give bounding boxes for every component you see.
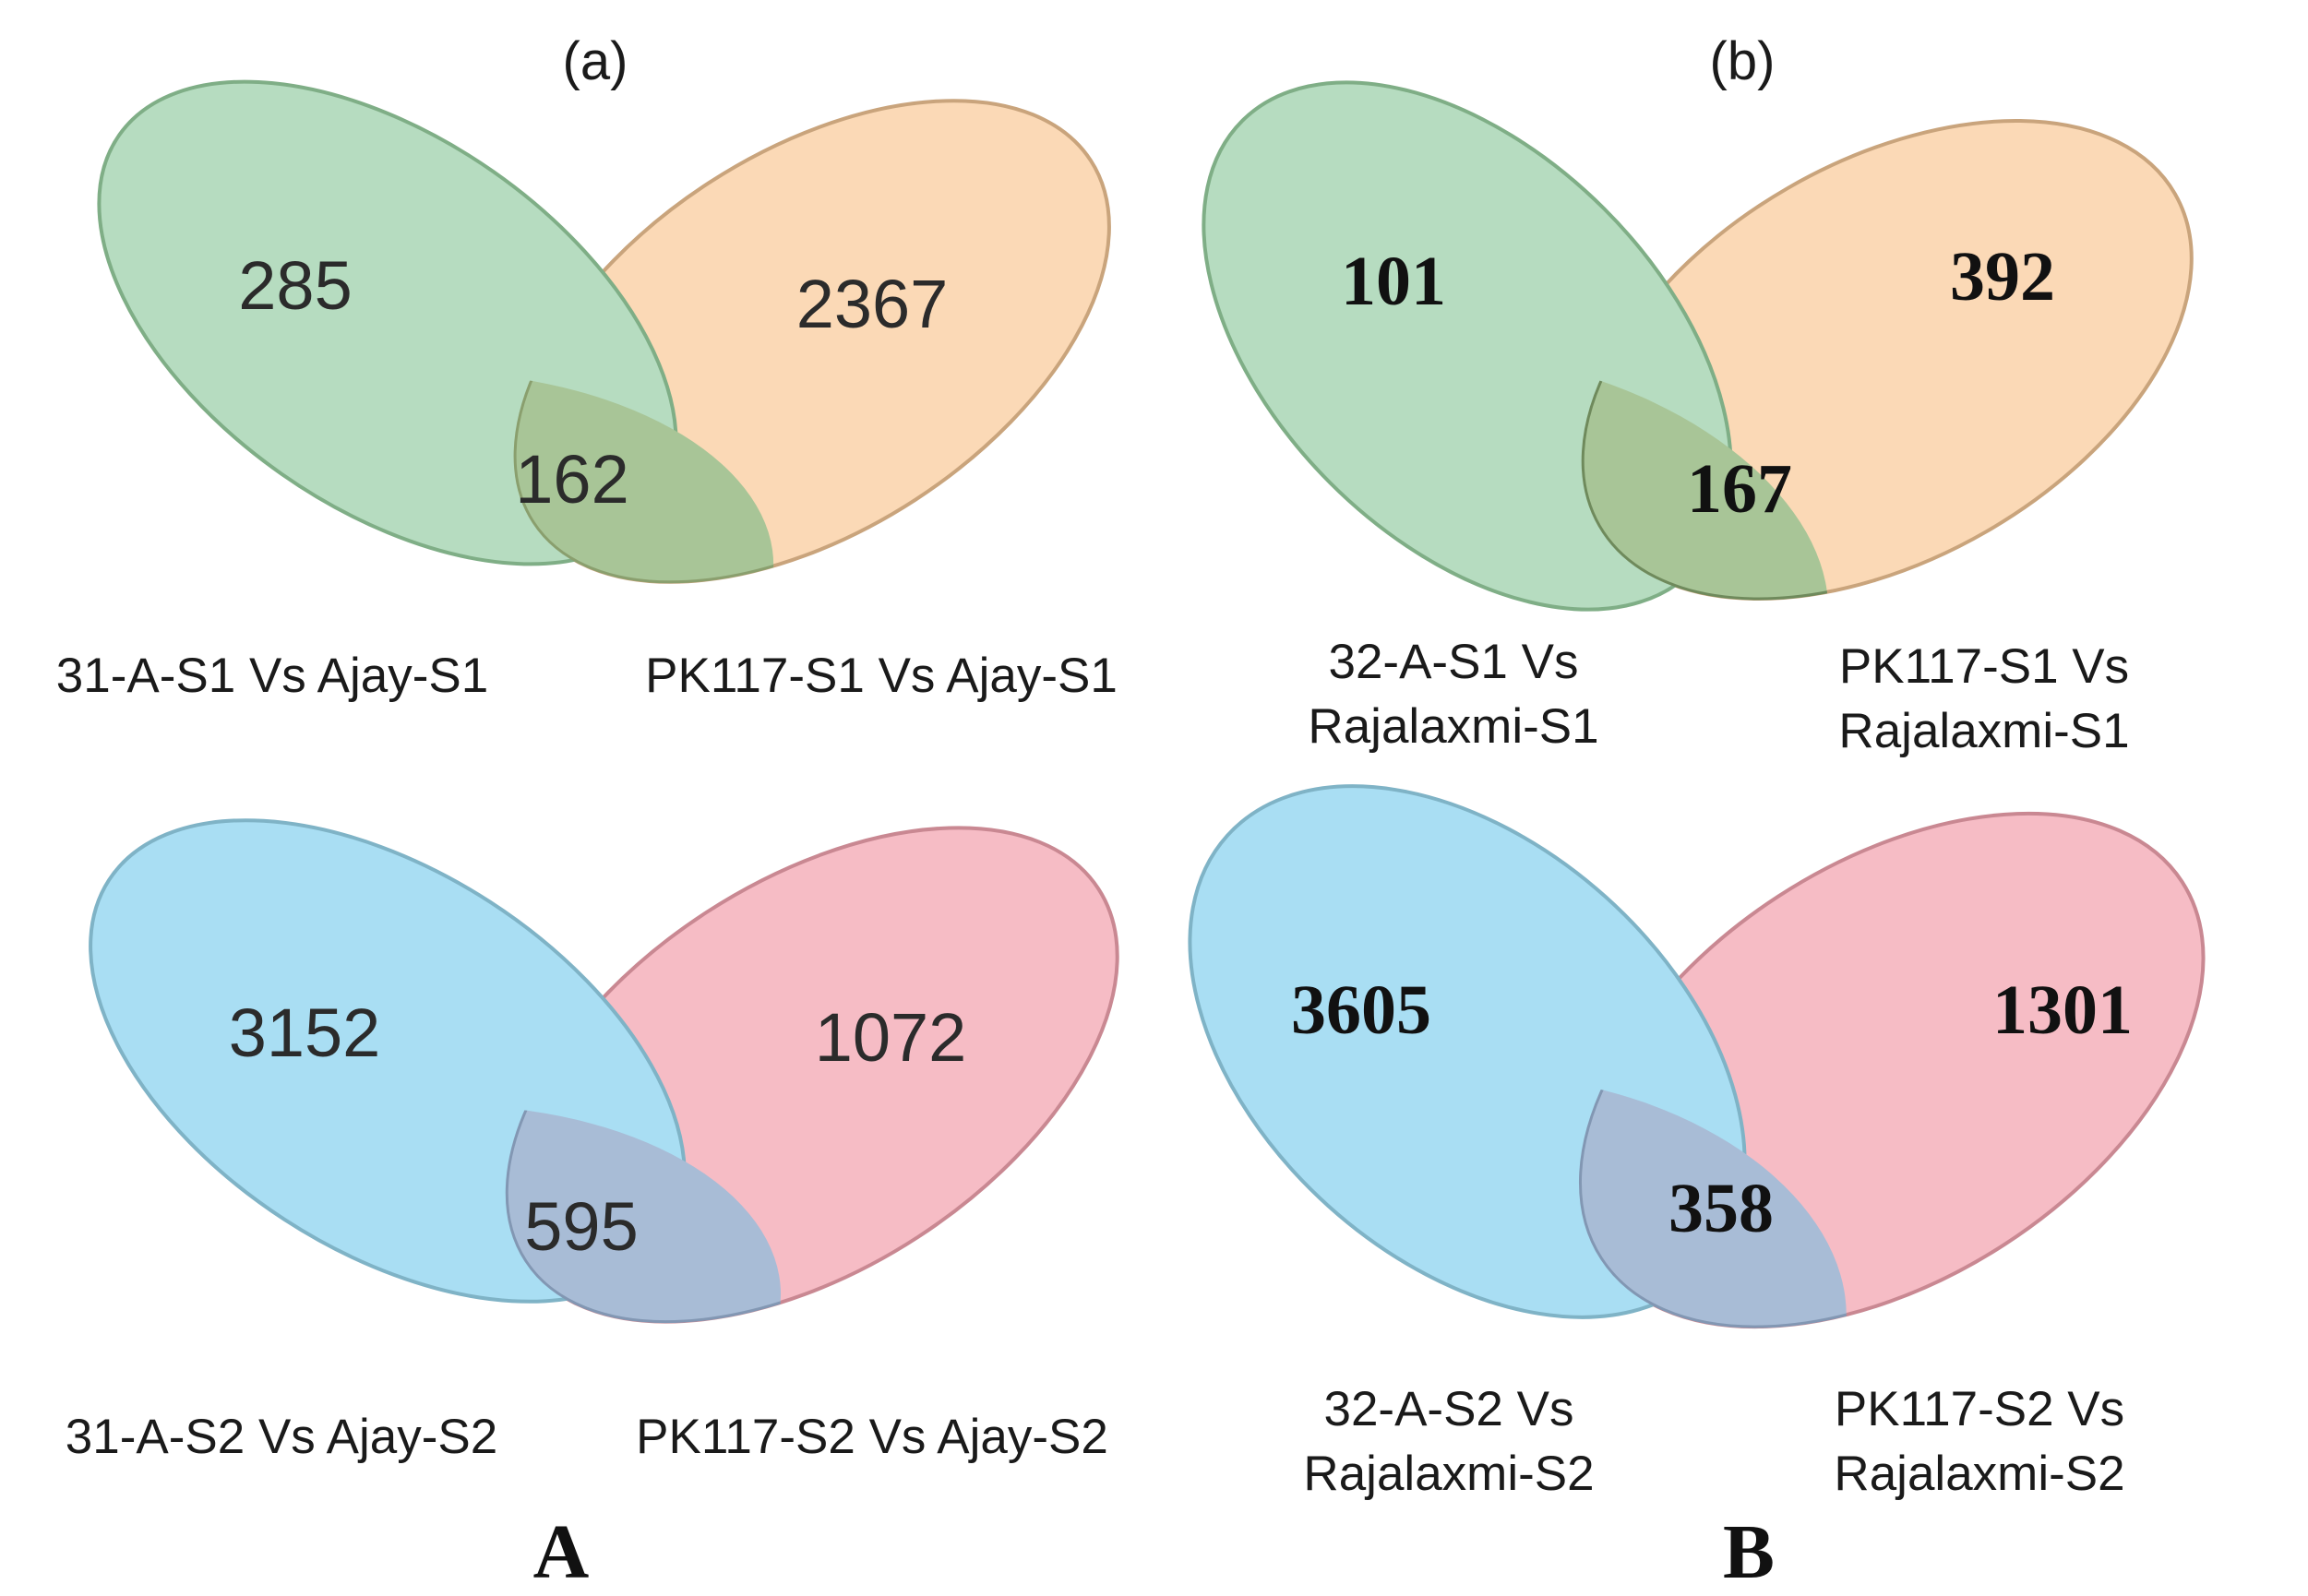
venn-a-s2-right-label: PK117-S2 Vs Ajay-S2: [636, 1410, 1108, 1464]
venn-a-s1-left-label: 31-A-S1 Vs Ajay-S1: [56, 649, 488, 703]
venn-a-s2-left-label: 31-A-S2 Vs Ajay-S2: [66, 1410, 497, 1464]
venn-a-s2-left-count: 3152: [229, 995, 381, 1071]
venn-b-s2-overlap: [1578, 1030, 1878, 1328]
venn-b-s2: 3605 1301 358 32-A-S2 Vs Rajalaxmi-S2 PK…: [1188, 784, 2206, 1501]
venn-b-s2-left-label-line1: 32-A-S2 Vs: [1323, 1382, 1573, 1436]
venn-b-s1-overlap-count: 167: [1687, 450, 1792, 528]
venn-b-s1-overlap: [1581, 288, 1875, 601]
venn-b-s1-left-count: 101: [1341, 243, 1446, 320]
venn-b-s1-right-count: 392: [1950, 238, 2055, 316]
venn-a-s1-overlap: [513, 361, 781, 584]
venn-a-s1-left-count: 285: [238, 247, 352, 324]
venn-b-s1: 101 392 167 32-A-S1 Vs Rajalaxmi-S1 PK11…: [1202, 80, 2194, 758]
panel-heading-b: (b): [1710, 31, 1776, 91]
panel-heading-a: (a): [563, 31, 628, 91]
venn-b-s2-left-label-line2: Rajalaxmi-S2: [1303, 1447, 1594, 1501]
venn-a-s1-right-count: 2367: [796, 266, 949, 342]
venn-a-s2: 3152 1072 595 31-A-S2 Vs Ajay-S2 PK117-S…: [66, 818, 1119, 1464]
venn-b-s2-overlap-count: 358: [1668, 1170, 1774, 1247]
venn-a-s1: 285 2367 162 31-A-S1 Vs Ajay-S1 PK117-S1…: [56, 79, 1118, 703]
venn-b-s2-right-count: 1301: [1992, 971, 2133, 1049]
venn-a-s1-overlap-count: 162: [515, 441, 628, 518]
figure-label-a: A: [533, 1509, 590, 1595]
venn-a-s2-right-count: 1072: [815, 999, 967, 1076]
venn-a-s2-overlap: [505, 1104, 782, 1324]
venn-a-s1-right-label: PK117-S1 Vs Ajay-S1: [645, 649, 1118, 703]
venn-b-s1-right-label-line1: PK117-S1 Vs: [1839, 639, 2129, 694]
venn-b-s1-left-label-line1: 32-A-S1 Vs: [1328, 635, 1578, 689]
venn-b-s1-left-label-line2: Rajalaxmi-S1: [1308, 699, 1598, 754]
venn-b-s2-right-label-line2: Rajalaxmi-S2: [1834, 1447, 2124, 1501]
venn-a-s2-overlap-count: 595: [524, 1188, 638, 1265]
venn-b-s1-right-label-line2: Rajalaxmi-S1: [1838, 704, 2129, 758]
figure-label-b: B: [1723, 1509, 1775, 1595]
venn-b-s2-right-label-line1: PK117-S2 Vs: [1835, 1382, 2124, 1436]
venn-b-s2-left-count: 3605: [1291, 971, 1431, 1049]
